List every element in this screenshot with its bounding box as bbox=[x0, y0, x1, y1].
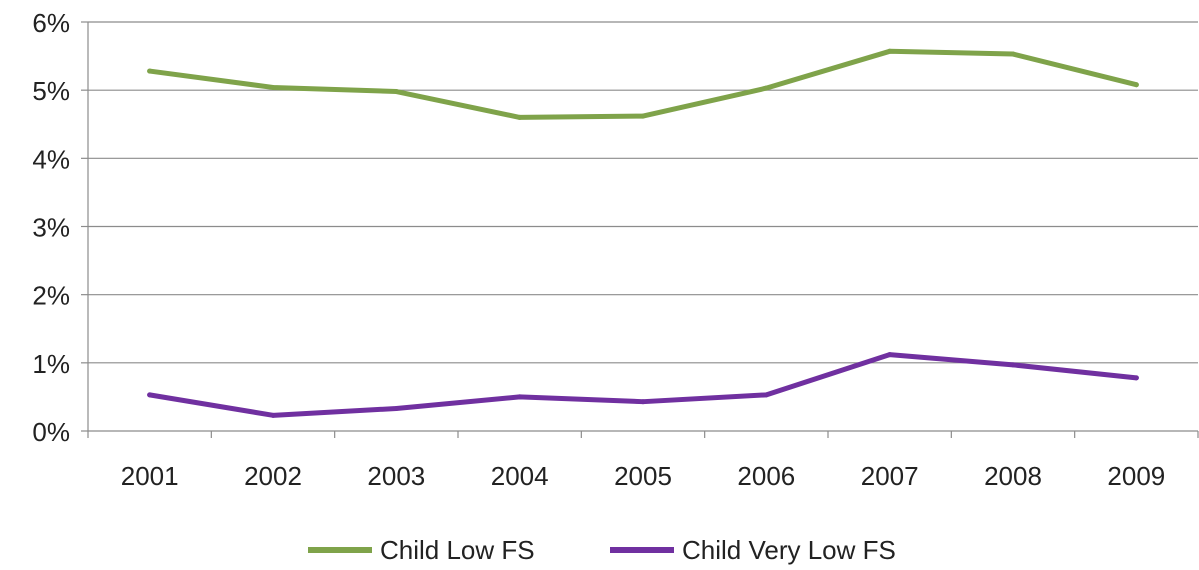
legend-item-child-low-fs: Child Low FS bbox=[308, 535, 535, 565]
point-child-very-low-fs-2008 bbox=[1010, 362, 1016, 368]
point-child-very-low-fs-2002 bbox=[270, 412, 276, 418]
point-child-low-fs-2002 bbox=[270, 84, 276, 90]
x-tick-label-2008: 2008 bbox=[984, 461, 1042, 491]
x-tick-label-2005: 2005 bbox=[614, 461, 672, 491]
x-tick-label-2009: 2009 bbox=[1107, 461, 1165, 491]
x-axis-ticks: 2001 2002 2003 2004 2005 2006 2007 2008 2009 bbox=[87, 431, 1199, 491]
point-child-very-low-fs-2005 bbox=[640, 399, 646, 405]
point-child-low-fs-2007 bbox=[887, 48, 893, 54]
point-child-low-fs-2009 bbox=[1133, 82, 1139, 88]
y-tick-label: 2% bbox=[32, 281, 70, 311]
point-child-very-low-fs-2007 bbox=[887, 352, 893, 358]
y-tick-label: 0% bbox=[32, 417, 70, 447]
y-tick-label: 5% bbox=[32, 76, 70, 106]
point-child-low-fs-2004 bbox=[517, 114, 523, 120]
point-child-very-low-fs-2004 bbox=[517, 394, 523, 400]
legend-label-child-very-low-fs: Child Very Low FS bbox=[682, 535, 896, 565]
point-child-very-low-fs-2003 bbox=[393, 406, 399, 412]
y-tick-label: 3% bbox=[32, 213, 70, 243]
point-child-low-fs-2003 bbox=[393, 89, 399, 95]
gridlines bbox=[88, 21, 1198, 364]
y-tick-label: 6% bbox=[32, 8, 70, 38]
point-child-low-fs-2005 bbox=[640, 113, 646, 119]
point-child-low-fs-2001 bbox=[147, 68, 153, 74]
point-child-very-low-fs-2009 bbox=[1133, 375, 1139, 381]
series-line-child-very-low-fs bbox=[147, 352, 1139, 418]
x-tick-label-2004: 2004 bbox=[491, 461, 549, 491]
y-tick-label: 1% bbox=[32, 349, 70, 379]
x-tick-label-2006: 2006 bbox=[737, 461, 795, 491]
y-tick-label: 4% bbox=[32, 144, 70, 174]
point-child-low-fs-2006 bbox=[763, 85, 769, 91]
x-tick-label-2003: 2003 bbox=[367, 461, 425, 491]
y-axis-ticks: 0% 1% 2% 3% 4% 5% 6% bbox=[32, 8, 88, 447]
point-child-very-low-fs-2006 bbox=[763, 392, 769, 398]
point-child-very-low-fs-2001 bbox=[147, 392, 153, 398]
legend-item-child-very-low-fs: Child Very Low FS bbox=[610, 535, 896, 565]
x-tick-label-2001: 2001 bbox=[121, 461, 179, 491]
legend: Child Low FS Child Very Low FS bbox=[308, 535, 896, 565]
series-lines bbox=[147, 48, 1139, 418]
legend-label-child-low-fs: Child Low FS bbox=[380, 535, 535, 565]
series-line-child-low-fs bbox=[147, 48, 1139, 120]
point-child-low-fs-2008 bbox=[1010, 51, 1016, 57]
x-tick-label-2007: 2007 bbox=[861, 461, 919, 491]
x-tick-label-2002: 2002 bbox=[244, 461, 302, 491]
